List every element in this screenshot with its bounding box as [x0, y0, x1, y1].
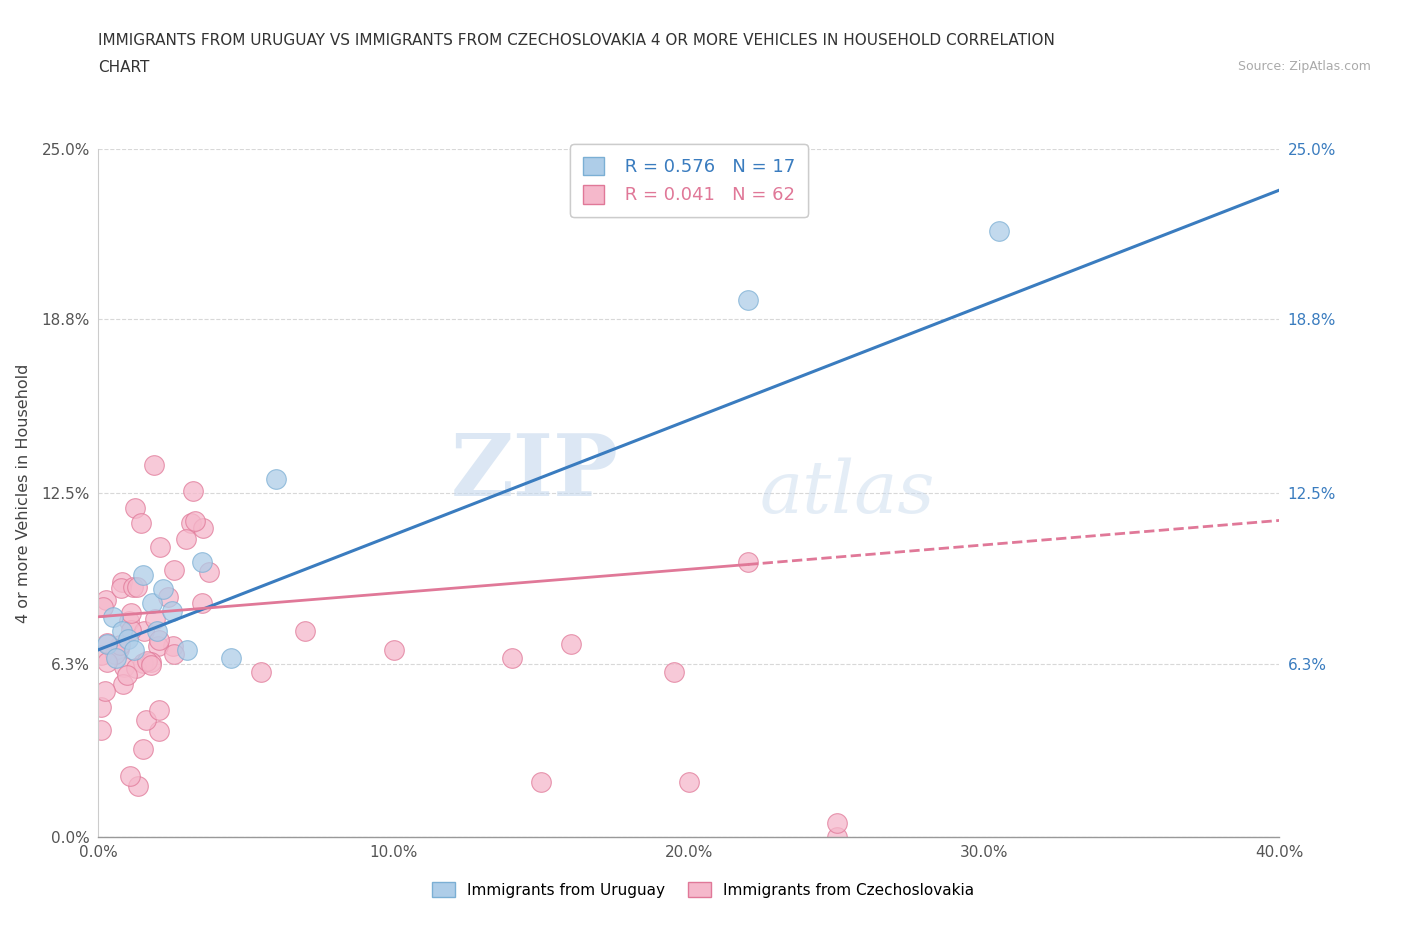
Point	[132, 656, 155, 671]
Point	[148, 632, 170, 647]
Point	[139, 658, 162, 672]
Point	[181, 484, 204, 498]
Point	[90, 648, 112, 663]
Point	[112, 659, 135, 674]
Point	[294, 623, 316, 638]
Point	[111, 575, 134, 590]
Point	[131, 515, 153, 530]
Point	[91, 599, 114, 614]
Text: ZIP: ZIP	[450, 431, 619, 514]
Point	[110, 581, 132, 596]
Point	[162, 639, 184, 654]
Point	[122, 579, 145, 594]
Legend: Immigrants from Uruguay, Immigrants from Czechoslovakia: Immigrants from Uruguay, Immigrants from…	[426, 875, 980, 904]
Point	[111, 623, 134, 638]
Point	[501, 651, 523, 666]
Point	[250, 664, 273, 679]
Text: CHART: CHART	[98, 60, 150, 75]
Point	[678, 775, 700, 790]
Point	[141, 595, 163, 610]
Point	[115, 668, 138, 683]
Point	[152, 582, 174, 597]
Point	[90, 723, 112, 737]
Point	[143, 458, 166, 472]
Point	[136, 653, 159, 668]
Point	[149, 539, 172, 554]
Text: atlas: atlas	[759, 458, 935, 528]
Point	[105, 651, 128, 666]
Point	[117, 631, 139, 646]
Point	[191, 521, 214, 536]
Point	[180, 516, 202, 531]
Point	[560, 637, 582, 652]
Point	[104, 646, 127, 661]
Point	[124, 500, 146, 515]
Point	[108, 642, 131, 657]
Point	[139, 655, 162, 670]
Point	[120, 768, 142, 783]
Point	[176, 643, 198, 658]
Point	[264, 472, 287, 486]
Point	[96, 637, 118, 652]
Point	[127, 579, 149, 594]
Point	[132, 623, 155, 638]
Point	[987, 224, 1010, 239]
Point	[110, 637, 132, 652]
Point	[174, 531, 197, 546]
Point	[148, 724, 170, 738]
Point	[118, 613, 141, 628]
Point	[163, 646, 186, 661]
Text: IMMIGRANTS FROM URUGUAY VS IMMIGRANTS FROM CZECHOSLOVAKIA 4 OR MORE VEHICLES IN : IMMIGRANTS FROM URUGUAY VS IMMIGRANTS FR…	[98, 33, 1056, 47]
Point	[146, 639, 169, 654]
Point	[664, 664, 686, 679]
Point	[191, 595, 214, 610]
Point	[737, 554, 759, 569]
Point	[131, 742, 153, 757]
Point	[93, 684, 115, 698]
Point	[530, 775, 553, 790]
Legend:  R = 0.576   N = 17,  R = 0.041   N = 62: R = 0.576 N = 17, R = 0.041 N = 62	[569, 144, 808, 217]
Point	[184, 513, 207, 528]
Point	[737, 293, 759, 308]
Point	[219, 651, 242, 666]
Point	[198, 565, 221, 579]
Point	[120, 623, 142, 638]
Point	[825, 830, 848, 844]
Text: Source: ZipAtlas.com: Source: ZipAtlas.com	[1237, 60, 1371, 73]
Point	[156, 589, 179, 604]
Point	[825, 816, 848, 830]
Point	[90, 700, 112, 715]
Point	[148, 702, 170, 717]
Point	[191, 554, 214, 569]
Point	[103, 609, 125, 624]
Point	[146, 623, 169, 638]
Point	[382, 643, 405, 658]
Y-axis label: 4 or more Vehicles in Household: 4 or more Vehicles in Household	[15, 364, 31, 622]
Point	[132, 568, 155, 583]
Point	[162, 604, 183, 618]
Point	[127, 778, 149, 793]
Point	[96, 636, 118, 651]
Point	[120, 605, 142, 620]
Point	[96, 655, 118, 670]
Point	[122, 643, 145, 658]
Point	[143, 612, 166, 627]
Point	[112, 677, 135, 692]
Point	[94, 592, 117, 607]
Point	[163, 563, 186, 578]
Point	[124, 661, 146, 676]
Point	[135, 712, 157, 727]
